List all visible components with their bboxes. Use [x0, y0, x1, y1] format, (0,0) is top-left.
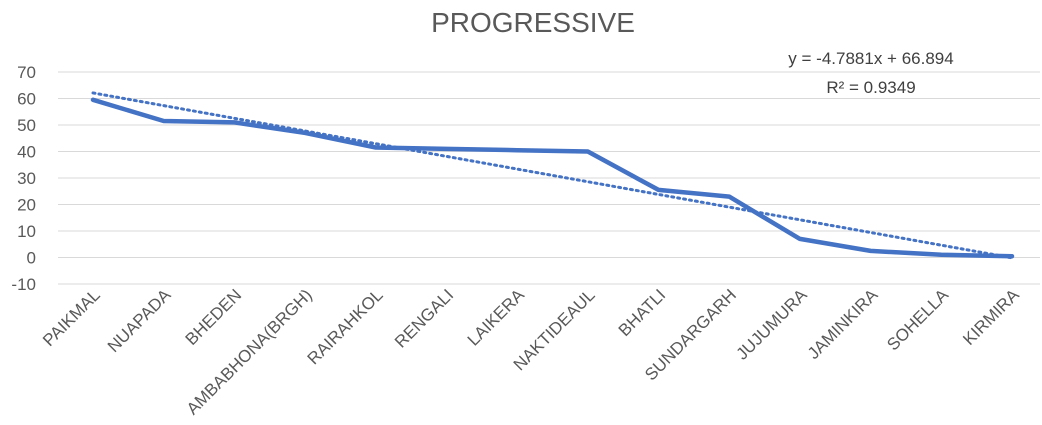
data-point: [374, 146, 378, 150]
data-point: [798, 237, 802, 241]
y-tick-label: 30: [17, 169, 36, 188]
data-point: [444, 147, 448, 151]
data-point: [869, 249, 873, 253]
data-point: [91, 98, 95, 102]
x-category-label: BHATLI: [615, 285, 670, 340]
data-point: [232, 120, 236, 124]
x-category-label: JUJUMURA: [733, 285, 812, 364]
y-tick-label: -10: [11, 275, 36, 294]
x-category-label: AMBABHONA(BRGH): [183, 285, 316, 418]
linear-trendline: [91, 91, 1014, 260]
chart-title: PROGRESSIVE: [431, 7, 635, 38]
x-category-label: PAIKMAL: [39, 285, 104, 350]
x-category-label: BHEDEN: [182, 285, 246, 349]
y-tick-label: 0: [27, 249, 36, 268]
x-category-label: NUAPADA: [104, 285, 175, 356]
data-point: [1010, 254, 1014, 258]
y-tick-label: 50: [17, 116, 36, 135]
x-category-label: JAMINKIRA: [804, 285, 882, 363]
data-point: [657, 188, 661, 192]
data-point: [303, 131, 307, 135]
y-tick-label: 60: [17, 90, 36, 109]
x-category-label: LAIKERA: [464, 285, 529, 350]
data-point: [586, 150, 590, 153]
y-tick-label: 70: [17, 63, 36, 82]
y-tick-label: 40: [17, 143, 36, 162]
x-category-label: KIRMIRA: [959, 285, 1023, 349]
x-category-label: RAIRAHKOL: [304, 285, 387, 368]
data-point: [727, 195, 731, 199]
data-point: [515, 148, 519, 152]
data-point: [162, 119, 166, 123]
data-point: [939, 253, 943, 257]
x-category-label: RENGALI: [391, 285, 457, 351]
y-tick-label: 10: [17, 222, 36, 241]
series-line: [90, 97, 1015, 259]
trendline-equation: y = -4.7881x + 66.894: [788, 49, 953, 68]
x-category-label: SOHELLA: [883, 285, 952, 354]
y-tick-label: 20: [17, 196, 36, 215]
trendline-r-squared: R² = 0.9349: [826, 78, 915, 97]
